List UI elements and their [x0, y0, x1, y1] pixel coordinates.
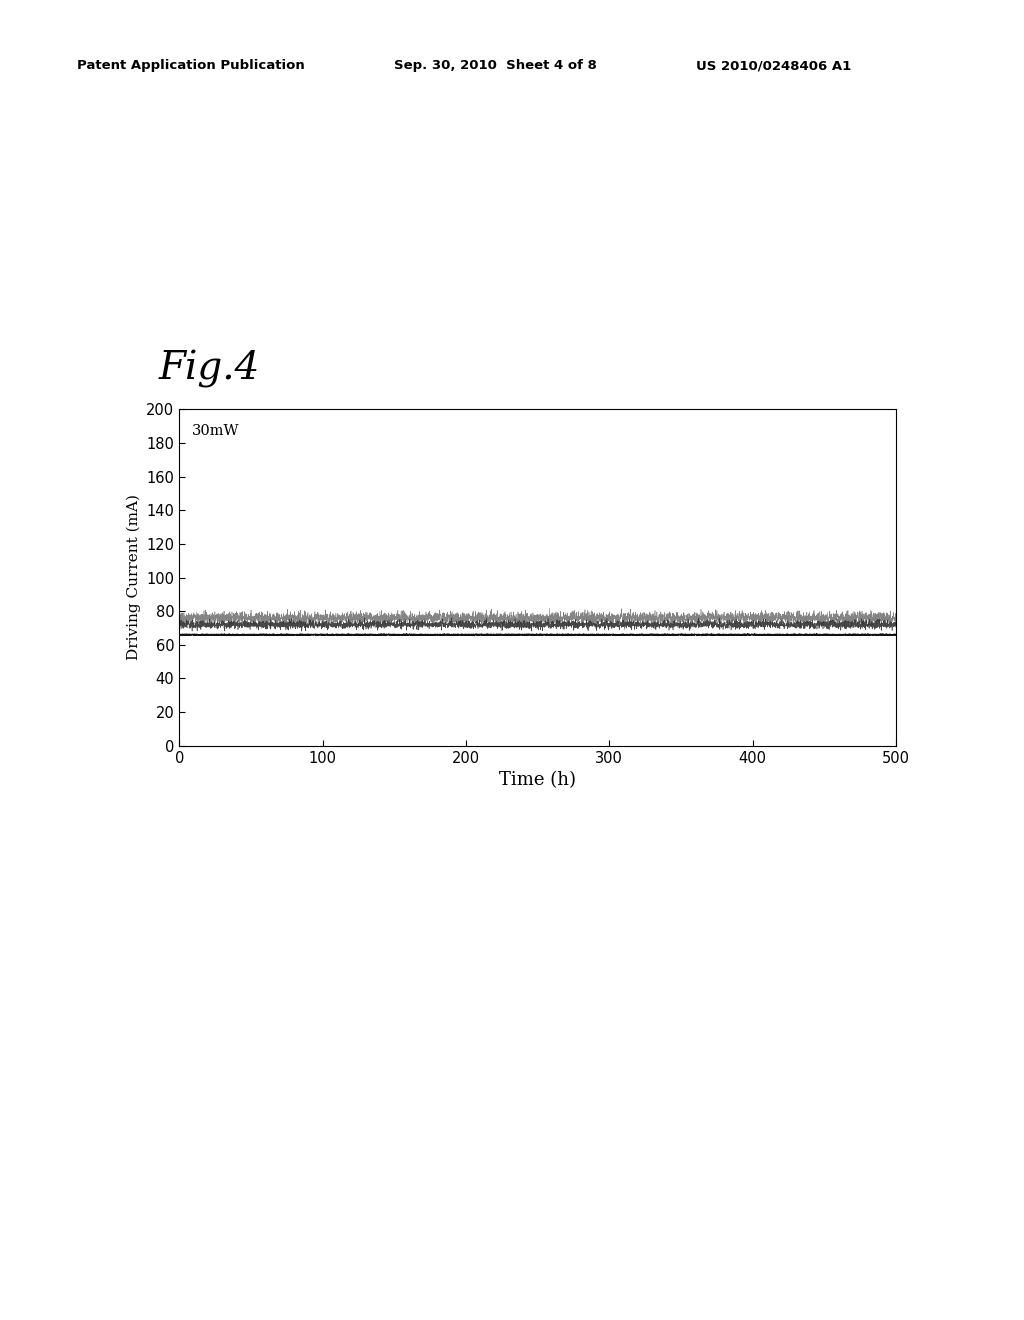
Y-axis label: Driving Current (mA): Driving Current (mA) — [126, 495, 140, 660]
X-axis label: Time (h): Time (h) — [499, 771, 577, 789]
Text: US 2010/0248406 A1: US 2010/0248406 A1 — [696, 59, 852, 73]
Text: Patent Application Publication: Patent Application Publication — [77, 59, 304, 73]
Text: Fig.4: Fig.4 — [159, 350, 260, 388]
Text: 30mW: 30mW — [193, 424, 240, 438]
Text: Sep. 30, 2010  Sheet 4 of 8: Sep. 30, 2010 Sheet 4 of 8 — [394, 59, 597, 73]
